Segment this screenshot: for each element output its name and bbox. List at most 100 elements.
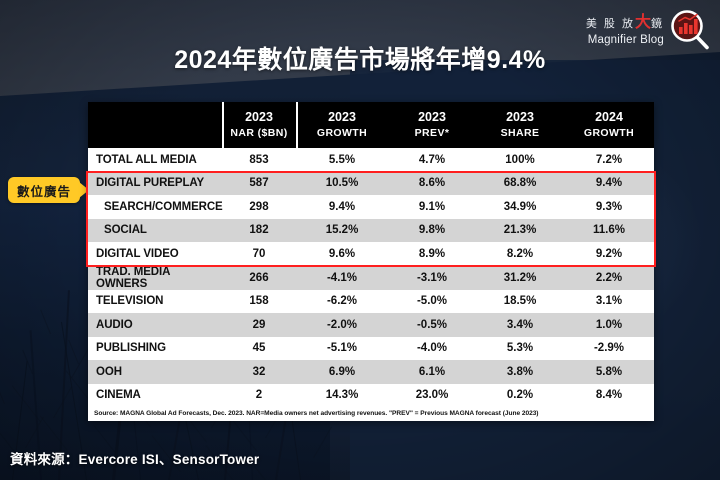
row-label: TRAD. MEDIA OWNERS (88, 265, 222, 290)
cell-growth: 14.3% (296, 383, 388, 407)
header-metric: GROWTH (316, 127, 368, 140)
header-metric: SHARE (500, 127, 540, 140)
cell-growth: 15.2% (296, 218, 388, 242)
table-row: SEARCH/COMMERCE 298 9.4% 9.1% 34.9% 9.3% (88, 195, 654, 219)
cell-growth: -2.9% (564, 336, 654, 360)
row-label: TOTAL ALL MEDIA (88, 148, 222, 172)
table-row: OOH 32 6.9% 6.1% 3.8% 5.8% (88, 360, 654, 384)
header-year: 2023 (506, 110, 534, 125)
table-footnote: Source: MAGNA Global Ad Forecasts, Dec. … (88, 407, 654, 421)
ad-forecast-table: 2023 NAR ($BN) 2023 GROWTH 2023 PREV* 2023 SHAR… (88, 102, 654, 407)
table-header-growth: 2024 GROWTH (564, 102, 654, 148)
table-header-nar-bn: 2023 NAR ($BN) (222, 102, 296, 148)
table-header-prev: 2023 PREV* (388, 102, 476, 148)
row-label: SEARCH/COMMERCE (88, 195, 223, 219)
cell-prev: 4.7% (388, 148, 476, 172)
cell-growth: 10.5% (296, 171, 388, 195)
cell-nar-bn: 182 (222, 218, 296, 242)
header-year: 2023 (418, 110, 446, 125)
cell-nar-bn: 266 (222, 265, 296, 290)
cell-prev: 8.6% (388, 171, 476, 195)
cell-growth: -5.1% (296, 336, 388, 360)
cell-prev: 6.1% (388, 360, 476, 384)
cell-share: 100% (476, 148, 564, 172)
row-label: DIGITAL PUREPLAY (88, 171, 222, 195)
cell-nar-bn: 45 (222, 336, 296, 360)
cell-prev: -3.1% (388, 265, 476, 290)
brand-name-cn-prefix: 美 股 放 (585, 17, 635, 30)
cell-share: 3.4% (476, 313, 564, 337)
table-row: AUDIO 29 -2.0% -0.5% 3.4% 1.0% (88, 313, 654, 337)
table-row: TOTAL ALL MEDIA 853 5.5% 4.7% 100% 7.2% (88, 148, 654, 172)
header-year: 2024 (595, 110, 623, 125)
row-label: SOCIAL (88, 218, 222, 242)
header-year: 2023 (328, 110, 356, 125)
cell-share: 34.9% (476, 195, 564, 219)
ad-forecast-table-container: 2023 NAR ($BN) 2023 GROWTH 2023 PREV* 2023 SHAR… (86, 102, 656, 421)
cell-nar-bn: 2 (222, 383, 296, 407)
cell-growth: 9.4% (296, 195, 388, 219)
cell-growth: 9.2% (564, 242, 654, 266)
cell-share: 31.2% (476, 265, 564, 290)
cell-growth: 9.4% (564, 171, 654, 195)
cell-share: 68.8% (476, 171, 564, 195)
table-header-share: 2023 SHARE (476, 102, 564, 148)
table-row: CINEMA 2 14.3% 23.0% 0.2% 8.4% (88, 383, 654, 407)
cell-nar-bn: 158 (222, 289, 296, 313)
cell-growth: 11.6% (564, 218, 654, 242)
header-metric: GROWTH (583, 127, 635, 140)
row-label: OOH (88, 360, 222, 384)
magnifier-bar-chart-icon (668, 9, 712, 53)
brand-logo-text: 美 股 放大鏡 Magnifier Blog (586, 13, 664, 49)
table-header-corner (88, 102, 222, 148)
row-label: TELEVISION (88, 289, 222, 313)
cell-growth: 8.4% (564, 383, 654, 407)
cell-growth: 5.5% (296, 148, 388, 172)
table-row: SOCIAL 182 15.2% 9.8% 21.3% 11.6% (88, 218, 654, 242)
cell-growth: 9.6% (296, 242, 388, 266)
cell-growth: -4.1% (296, 265, 388, 290)
table-header-growth: 2023 GROWTH (296, 102, 388, 148)
table-row: DIGITAL PUREPLAY 587 10.5% 8.6% 68.8% 9.4% (88, 171, 654, 195)
cell-prev: 23.0% (388, 383, 476, 407)
row-label: DIGITAL VIDEO (88, 242, 222, 266)
cell-prev: -5.0% (388, 289, 476, 313)
brand-name-cn-suffix: 鏡 (651, 17, 664, 30)
page-title: 2024年數位廣告市場將年增9.4% (174, 46, 546, 74)
cell-nar-bn: 587 (222, 171, 296, 195)
callout-tag-digital-ads: 數位廣告 (8, 177, 90, 203)
brand-name-cn-big: 大 (634, 13, 651, 31)
header-year: 2023 (245, 110, 273, 125)
table-row: DIGITAL VIDEO 70 9.6% 8.9% 8.2% 9.2% (88, 242, 654, 266)
cell-share: 18.5% (476, 289, 564, 313)
cell-nar-bn: 70 (222, 242, 296, 266)
table-row: TRAD. MEDIA OWNERS 266 -4.1% -3.1% 31.2% 2.2% (88, 265, 654, 290)
data-source-label: 資料來源：Evercore ISI、SensorTower (10, 452, 260, 467)
cell-nar-bn: 853 (222, 148, 296, 172)
cell-prev: -0.5% (388, 313, 476, 337)
row-label: AUDIO (88, 313, 222, 337)
cell-prev: 8.9% (388, 242, 476, 266)
cell-growth: 7.2% (564, 148, 654, 172)
table-header-row: 2023 NAR ($BN) 2023 GROWTH 2023 PREV* 2023 SHAR… (88, 102, 654, 148)
cell-share: 8.2% (476, 242, 564, 266)
cell-nar-bn: 298 (222, 195, 296, 219)
table-row: PUBLISHING 45 -5.1% -4.0% 5.3% -2.9% (88, 336, 654, 360)
cell-growth: 3.1% (564, 289, 654, 313)
cell-growth: 6.9% (296, 360, 388, 384)
brand-name-en: Magnifier Blog (587, 33, 664, 46)
header-metric: NAR ($BN) (230, 127, 288, 140)
row-label: CINEMA (88, 383, 222, 407)
row-label: PUBLISHING (88, 336, 222, 360)
cell-nar-bn: 32 (222, 360, 296, 384)
cell-share: 0.2% (476, 383, 564, 407)
table-row: TELEVISION 158 -6.2% -5.0% 18.5% 3.1% (88, 289, 654, 313)
cell-growth: -6.2% (296, 289, 388, 313)
brand-logo[interactable]: 美 股 放大鏡 Magnifier Blog (586, 8, 712, 54)
cell-growth: -2.0% (296, 313, 388, 337)
table-header: 2023 NAR ($BN) 2023 GROWTH 2023 PREV* 2023 SHAR… (88, 102, 654, 148)
header-metric: PREV* (414, 127, 450, 140)
cell-growth: 9.3% (564, 195, 654, 219)
cell-growth: 2.2% (564, 265, 654, 290)
cell-share: 5.3% (476, 336, 564, 360)
